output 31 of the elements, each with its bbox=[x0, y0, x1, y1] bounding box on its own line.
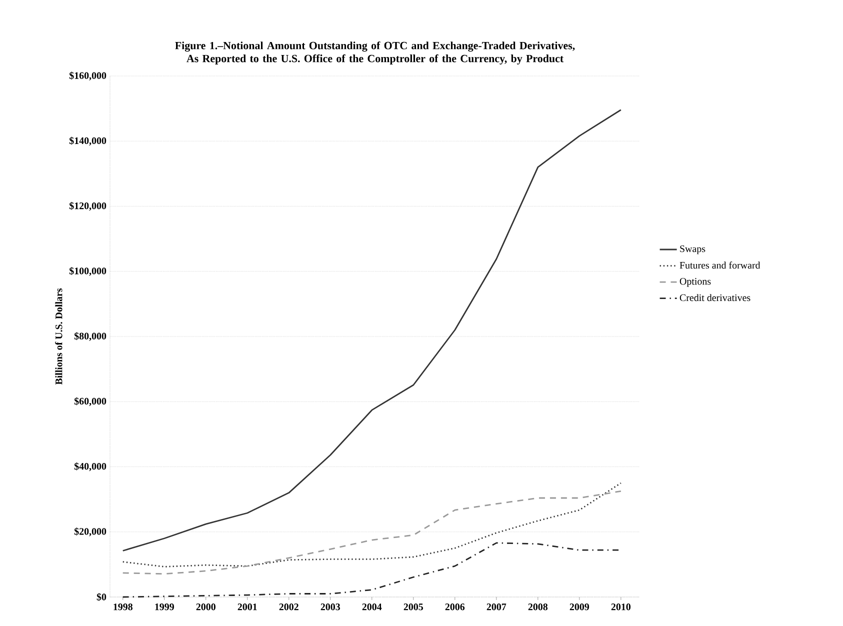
x-tick-label: 2008 bbox=[528, 604, 548, 610]
legend-label: Futures and forward bbox=[680, 262, 760, 269]
y-tick-label: $120,000 bbox=[69, 202, 106, 211]
chart-title: Figure 1.–Notional Amount Outstanding of OTC and Exchange-Traded Derivatives, As Reported to the U.S. Office of the Comptroller of the Currency, by Product bbox=[175, 41, 575, 64]
line-series bbox=[122, 482, 622, 568]
legend-label: Credit derivatives bbox=[680, 294, 750, 302]
y-tick-label: $100,000 bbox=[69, 266, 106, 276]
x-tick-label: 1999 bbox=[155, 604, 174, 610]
x-tick-label: 2000 bbox=[196, 604, 216, 610]
line-series bbox=[122, 109, 622, 552]
y-tick-label: $60,000 bbox=[74, 397, 106, 406]
x-tick-label: 2009 bbox=[570, 604, 590, 610]
x-tick-label: 2005 bbox=[404, 604, 423, 610]
legend-label: Swaps bbox=[680, 245, 706, 254]
x-tick-label: 2010 bbox=[611, 604, 631, 610]
y-tick-label: $40,000 bbox=[74, 462, 106, 472]
x-tick-label: 2004 bbox=[362, 604, 382, 610]
y-axis-title: Billions of U.S. Dollars bbox=[55, 288, 62, 385]
x-tick-label: 2002 bbox=[279, 604, 298, 610]
x-tick-label: 2007 bbox=[486, 604, 506, 610]
y-tick-label: $20,000 bbox=[74, 527, 106, 536]
x-tick-label: 1998 bbox=[114, 604, 132, 610]
y-tick-label: $160,000 bbox=[69, 72, 106, 80]
x-tick-label: 2001 bbox=[238, 604, 257, 610]
line-series bbox=[122, 490, 622, 575]
y-tick-label: $80,000 bbox=[74, 332, 106, 341]
x-tick-label: 2003 bbox=[320, 604, 340, 610]
x-tick-label: 2006 bbox=[445, 604, 465, 610]
y-tick-label: $0 bbox=[96, 593, 106, 601]
legend-label: Options bbox=[680, 278, 711, 287]
y-tick-label: $140,000 bbox=[69, 136, 106, 146]
